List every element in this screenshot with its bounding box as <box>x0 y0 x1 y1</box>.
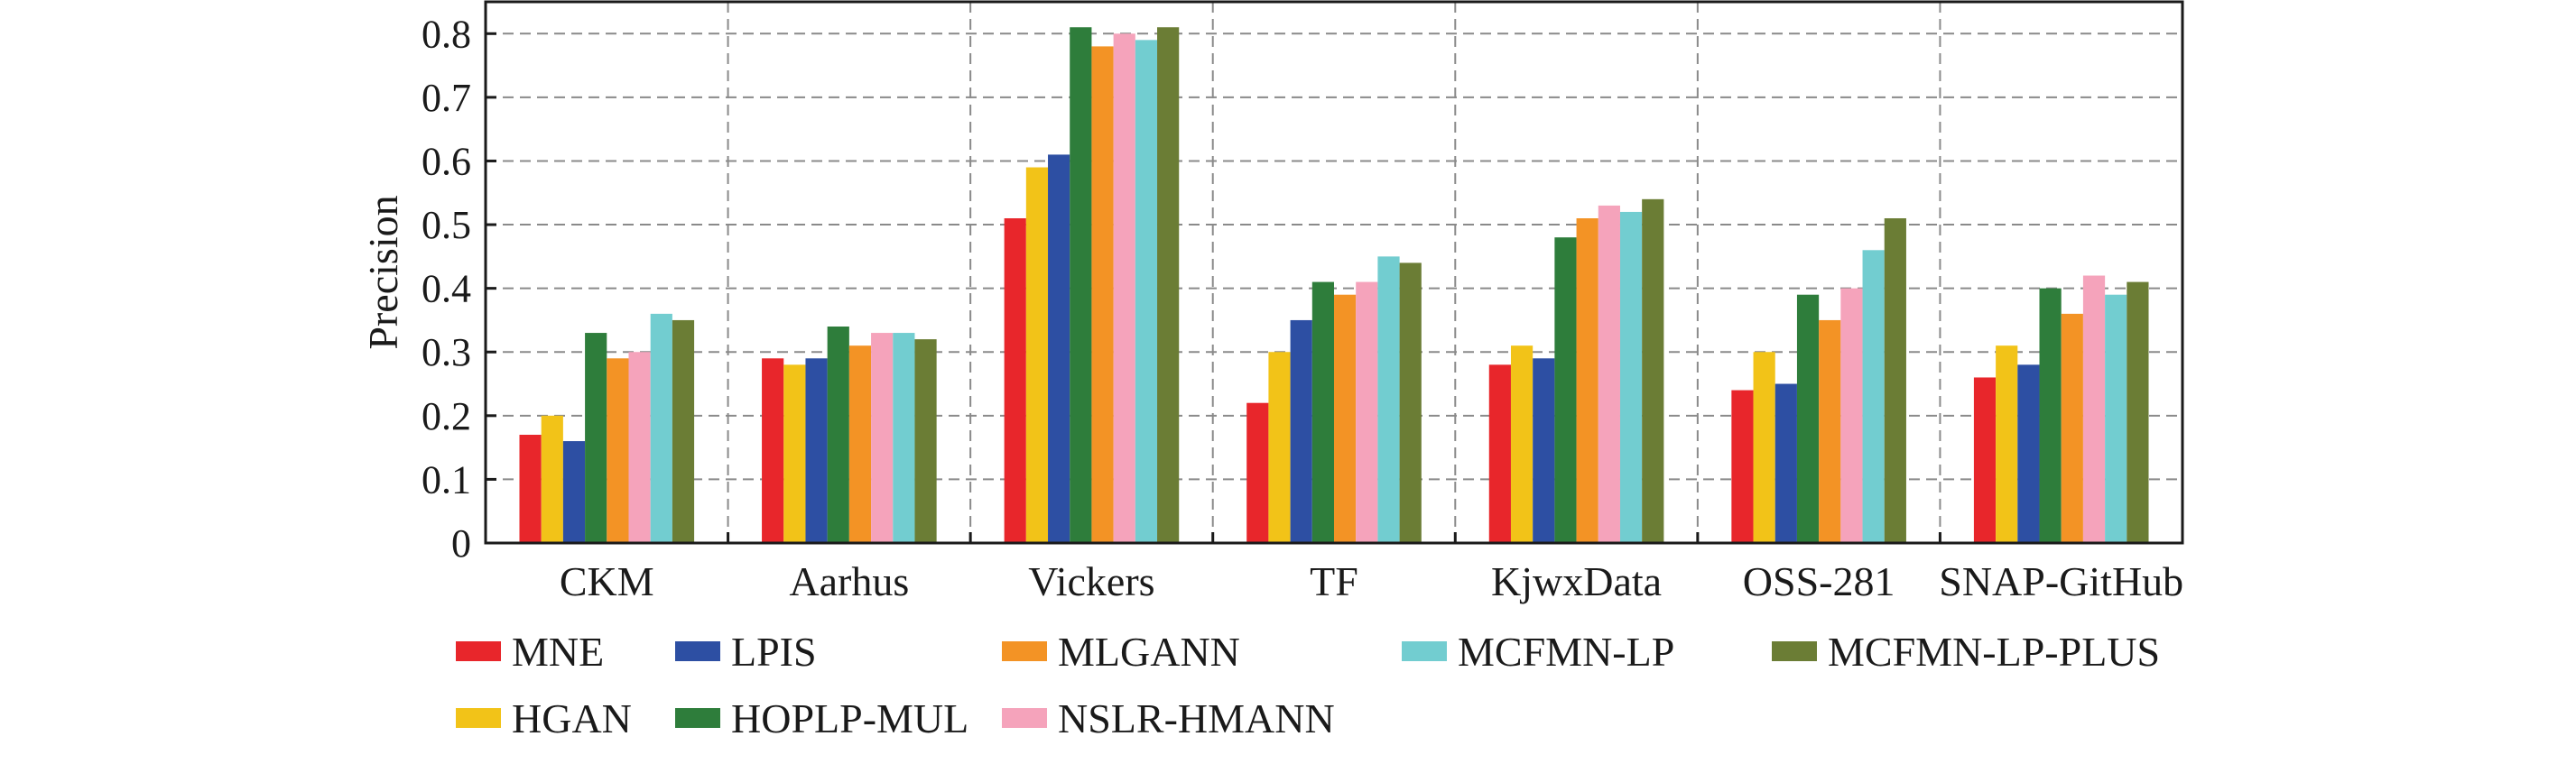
bar-mlgann-tf <box>1334 294 1357 543</box>
y-tick-label: 0 <box>451 521 471 566</box>
bar-mne-snap-github <box>1973 377 1997 543</box>
bar-lpis-snap-github <box>2017 364 2040 543</box>
bar-mcfmn-lp-tf <box>1377 256 1400 543</box>
bar-hgan-snap-github <box>1996 345 2018 543</box>
bar-hoplp-mul-oss-281 <box>1796 294 1820 543</box>
bar-mlgann-kjwxdata <box>1576 218 1598 543</box>
x-tick-label: Aarhus <box>789 558 909 604</box>
bar-hoplp-mul-snap-github <box>2039 288 2062 543</box>
bar-hgan-ckm <box>541 415 563 543</box>
bar-mlgann-aarhus <box>848 345 872 543</box>
bar-mne-kjwxdata <box>1488 364 1511 543</box>
legend-swatch-mcfmn-lp <box>1402 641 1447 661</box>
bar-lpis-vickers <box>1048 154 1070 544</box>
legend-swatch-mcfmn-lp-plus <box>1772 641 1817 661</box>
x-tick-label: OSS-281 <box>1743 558 1895 604</box>
legend-label-mne: MNE <box>512 629 604 675</box>
bar-hoplp-mul-vickers <box>1070 27 1092 544</box>
axis-ticks: 0 0.1 0.2 0.3 0.4 0.5 0.6 0.7 0.8 CKM Aarhus Vicker… <box>422 12 2183 604</box>
y-tick-label: 0.7 <box>422 76 471 120</box>
legend-label-mcfmn-lp-plus: MCFMN-LP-PLUS <box>1828 629 2160 675</box>
bar-hoplp-mul-kjwxdata <box>1554 237 1577 543</box>
y-tick-label: 0.8 <box>422 12 471 56</box>
bars <box>519 27 2149 544</box>
y-tick-label: 0.5 <box>422 203 471 247</box>
bar-mlgann-oss-281 <box>1819 319 1841 543</box>
legend-label-mcfmn-lp: MCFMN-LP <box>1458 629 1674 675</box>
bar-mne-oss-281 <box>1731 390 1754 543</box>
y-tick-label: 0.4 <box>422 267 471 311</box>
y-tick-label: 0.1 <box>422 457 471 502</box>
y-tick-label: 0.6 <box>422 139 471 183</box>
bar-mcfmn-lp-aarhus <box>893 333 915 543</box>
bar-hgan-vickers <box>1025 167 1049 543</box>
y-tick-label: 0.3 <box>422 330 471 374</box>
x-tick-label: SNAP-GitHub <box>1939 558 2183 604</box>
bar-mne-tf <box>1246 402 1269 543</box>
bar-lpis-tf <box>1290 319 1312 543</box>
bar-hgan-kjwxdata <box>1510 345 1534 543</box>
bar-nslr-hmann-ckm <box>628 352 651 543</box>
bar-lpis-aarhus <box>805 358 828 543</box>
y-axis-label: Precision <box>360 195 406 349</box>
bar-hgan-tf <box>1268 352 1291 543</box>
x-tick-label: Vickers <box>1028 558 1154 604</box>
bar-mne-aarhus <box>762 358 784 543</box>
bar-nslr-hmann-snap-github <box>2082 275 2106 543</box>
bar-nslr-hmann-tf <box>1356 281 1378 543</box>
legend-label-hgan: HGAN <box>512 695 632 741</box>
bar-nslr-hmann-vickers <box>1113 33 1135 543</box>
legend-label-hoplp-mul: HOPLP-MUL <box>731 695 968 741</box>
legend-swatch-hgan <box>456 708 501 728</box>
legend-swatch-mlgann <box>1002 641 1047 661</box>
bar-mcfmn-lp-oss-281 <box>1862 250 1885 543</box>
bar-mcfmn-lp-plus-kjwxdata <box>1642 198 1664 543</box>
bar-hgan-oss-281 <box>1753 352 1775 543</box>
bar-mcfmn-lp-snap-github <box>2105 294 2127 543</box>
bar-lpis-kjwxdata <box>1533 358 1555 543</box>
bar-nslr-hmann-kjwxdata <box>1598 205 1620 543</box>
legend-label-mlgann: MLGANN <box>1058 629 1240 675</box>
bar-mcfmn-lp-kjwxdata <box>1619 211 1643 544</box>
bar-mcfmn-lp-ckm <box>650 313 672 543</box>
bar-hoplp-mul-aarhus <box>827 327 849 543</box>
bar-mcfmn-lp-plus-oss-281 <box>1884 218 1906 543</box>
bar-nslr-hmann-oss-281 <box>1840 288 1863 543</box>
bar-hgan-aarhus <box>783 364 806 543</box>
bar-hoplp-mul-tf <box>1311 281 1334 543</box>
bar-mcfmn-lp-plus-vickers <box>1157 27 1180 544</box>
bar-lpis-oss-281 <box>1774 383 1797 543</box>
bar-mlgann-snap-github <box>2061 313 2083 543</box>
legend-swatch-nslr-hmann <box>1002 708 1047 728</box>
bar-mlgann-vickers <box>1091 46 1114 544</box>
bar-mne-vickers <box>1004 218 1026 543</box>
legend-swatch-lpis <box>675 641 720 661</box>
bar-mcfmn-lp-plus-snap-github <box>2127 281 2149 543</box>
bar-mcfmn-lp-plus-ckm <box>672 319 695 543</box>
bar-hoplp-mul-ckm <box>585 333 607 543</box>
bar-mcfmn-lp-plus-tf <box>1399 262 1422 543</box>
legend-label-nslr-hmann: NSLR-HMANN <box>1058 695 1335 741</box>
bar-mcfmn-lp-plus-aarhus <box>914 339 937 543</box>
legend: MNE LPIS MLGANN MCFMN-LP MCFMN-LP-PLUS HGAN HO… <box>456 629 2160 741</box>
bar-lpis-ckm <box>562 441 586 543</box>
plot-area-frame <box>484 0 2184 545</box>
bar-mne-ckm <box>519 435 542 543</box>
legend-label-lpis: LPIS <box>731 629 817 675</box>
x-tick-label: CKM <box>560 558 654 604</box>
x-tick-label: KjwxData <box>1491 558 1662 604</box>
bar-mcfmn-lp-vickers <box>1135 40 1158 543</box>
bar-nslr-hmann-aarhus <box>871 333 894 543</box>
bar-mlgann-ckm <box>607 358 629 543</box>
legend-swatch-mne <box>456 641 501 661</box>
x-tick-label: TF <box>1310 558 1358 604</box>
y-tick-label: 0.2 <box>422 394 471 438</box>
legend-swatch-hoplp-mul <box>675 708 720 728</box>
